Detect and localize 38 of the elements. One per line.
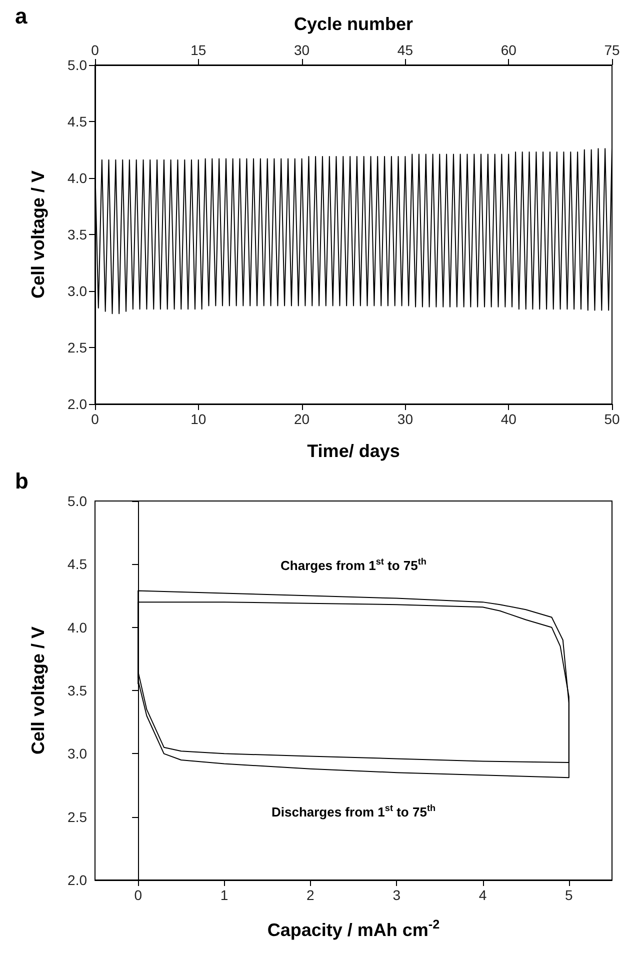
chart-title: a <box>15 4 28 28</box>
x2-tick-label: 15 <box>190 42 206 58</box>
x2-axis-title: Cycle number <box>294 14 414 34</box>
x-tick-label: 0 <box>91 411 100 427</box>
x-tick-label: 5 <box>565 887 574 903</box>
y-tick-label: 2.0 <box>68 396 88 412</box>
y-tick-label: 3.5 <box>68 226 88 242</box>
x-axis-title: Time/ days <box>307 441 400 461</box>
y-tick-label: 2.5 <box>68 340 88 356</box>
y-tick-label: 3.5 <box>68 682 88 698</box>
y-tick-label: 3.0 <box>68 283 88 299</box>
y-tick-label: 4.0 <box>68 619 88 636</box>
x2-tick-label: 45 <box>397 42 414 58</box>
x-tick-label: 20 <box>294 411 310 427</box>
x-tick-label: 40 <box>500 411 517 427</box>
x2-tick-label: 30 <box>294 42 310 58</box>
y-tick-label: 4.5 <box>68 114 88 130</box>
y-tick-label: 3.0 <box>68 746 88 762</box>
x-tick-label: 1 <box>220 887 228 903</box>
y-axis-title: Cell voltage / V <box>28 626 48 755</box>
x-tick-label: 50 <box>604 411 620 427</box>
x2-tick-label: 75 <box>604 42 620 58</box>
x2-tick-label: 60 <box>500 42 517 58</box>
chart-title: b <box>15 468 28 494</box>
x-tick-label: 10 <box>190 411 206 427</box>
x-tick-label: 2 <box>306 887 315 903</box>
x-tick-label: 4 <box>478 887 487 903</box>
x-tick-label: 0 <box>134 887 142 903</box>
y-tick-label: 5.0 <box>68 57 88 73</box>
y-tick-label: 5.0 <box>68 493 88 509</box>
y-tick-label: 2.5 <box>68 808 88 825</box>
x2-tick-label: 0 <box>91 42 100 58</box>
y-axis-title: Cell voltage / V <box>28 170 48 299</box>
y-tick-label: 4.0 <box>68 170 88 186</box>
y-tick-label: 4.5 <box>68 556 88 572</box>
y-tick-label: 2.0 <box>68 872 88 888</box>
x-tick-label: 30 <box>397 411 414 427</box>
x-tick-label: 3 <box>392 887 401 903</box>
